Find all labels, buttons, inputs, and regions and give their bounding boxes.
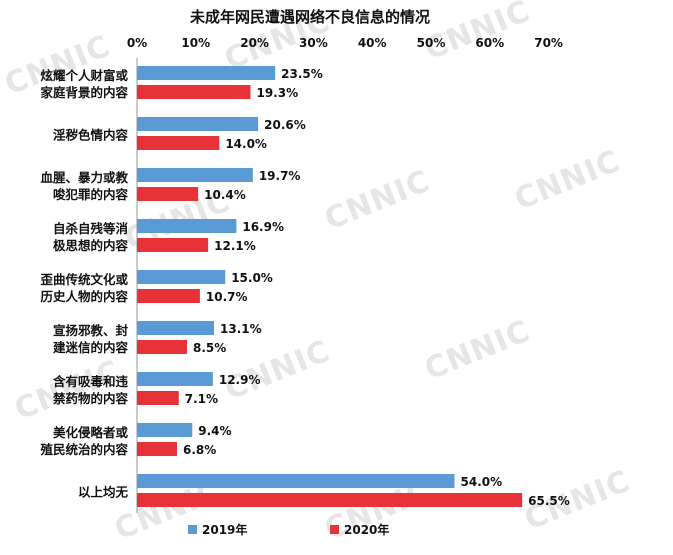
watermark-text: CNNIC [220, 334, 335, 408]
legend-label: 2020年 [344, 522, 389, 537]
data-label: 9.4% [198, 424, 231, 438]
data-label: 20.6% [264, 118, 306, 132]
bar-2019 [137, 168, 253, 182]
x-tick-label: 30% [299, 36, 328, 50]
category-label: 淫秽色情内容 [53, 128, 129, 143]
bar-2020 [137, 442, 177, 456]
x-tick-label: 60% [475, 36, 504, 50]
data-label: 65.5% [528, 494, 570, 508]
data-label: 12.1% [214, 239, 256, 253]
watermark-text: CNNIC [510, 144, 625, 218]
data-label: 7.1% [185, 392, 218, 406]
category-label: 以上均无 [78, 485, 129, 500]
bar-2020 [137, 238, 209, 252]
x-tick-label: 0% [127, 36, 147, 50]
bar-2020 [137, 391, 179, 405]
x-axis: 0% 10% 20% 30% 40% 50% 60% 70% [127, 36, 563, 513]
data-label: 15.0% [231, 271, 273, 285]
x-tick-label: 70% [534, 36, 563, 50]
bar-2019 [137, 321, 215, 335]
category-label: 血腥、暴力或教 [40, 170, 128, 185]
bar-2019 [137, 474, 455, 488]
x-tick-label: 40% [358, 36, 387, 50]
data-label: 8.5% [193, 341, 226, 355]
category-label: 含有吸毒和违 [52, 374, 129, 389]
data-label: 6.8% [183, 443, 216, 457]
data-label: 10.7% [206, 290, 248, 304]
bar-2019 [137, 117, 259, 131]
bar-2020 [137, 289, 200, 303]
category-label: 禁药物的内容 [53, 391, 129, 406]
bars: 23.5% 20.6% 19.7% 16.9% 15.0% 13.1% 12.9% 9.4% 5… [137, 66, 570, 508]
bar-2020 [137, 136, 220, 150]
watermark-text: CNNIC [420, 0, 535, 67]
category-label: 唆犯罪的内容 [53, 187, 129, 202]
category-label: 家庭背景的内容 [40, 85, 128, 100]
legend-swatch [188, 525, 197, 534]
data-label: 13.1% [220, 322, 262, 336]
bar-2019 [137, 219, 237, 233]
category-label: 美化侵略者或 [53, 425, 129, 440]
watermark-text: CNNIC [420, 314, 535, 388]
x-tick-label: 50% [417, 36, 446, 50]
legend: 2019年 2020年 [188, 522, 389, 537]
category-label: 自杀自残等消 [53, 221, 129, 236]
legend-swatch [330, 525, 339, 534]
category-label: 建迷信的内容 [53, 340, 129, 355]
category-label: 炫耀个人财富或 [40, 68, 128, 83]
chart-title: 未成年网民遭遇网络不良信息的情况 [189, 8, 430, 26]
data-label: 14.0% [225, 137, 267, 151]
category-label: 殖民统治的内容 [39, 442, 128, 457]
category-labels: 炫耀个人财富或家庭背景的内容淫秽色情内容血腥、暴力或教唆犯罪的内容自杀自残等消极… [39, 68, 128, 500]
category-label: 历史人物的内容 [40, 289, 128, 304]
bar-2020 [137, 85, 251, 99]
category-label: 宣扬邪教、封 [53, 323, 129, 338]
watermark-text: CNNIC [320, 164, 435, 238]
bar-2019 [137, 66, 276, 80]
legend-label: 2019年 [202, 522, 247, 537]
data-label: 16.9% [242, 220, 284, 234]
bar-2020 [137, 340, 187, 354]
bar-2020 [137, 187, 199, 201]
data-label: 19.7% [259, 169, 301, 183]
data-label: 23.5% [281, 67, 323, 81]
bar-2019 [137, 270, 226, 284]
bar-2019 [137, 372, 213, 386]
category-label: 极思想的内容 [53, 238, 129, 253]
bar-2020 [137, 493, 523, 507]
data-label: 10.4% [204, 188, 246, 202]
data-label: 54.0% [461, 475, 503, 489]
x-tick-label: 20% [240, 36, 269, 50]
category-label: 歪曲传统文化或 [40, 272, 128, 287]
x-tick-label: 10% [181, 36, 210, 50]
bar-2019 [137, 423, 193, 437]
data-label: 19.3% [256, 86, 298, 100]
data-label: 12.9% [219, 373, 261, 387]
